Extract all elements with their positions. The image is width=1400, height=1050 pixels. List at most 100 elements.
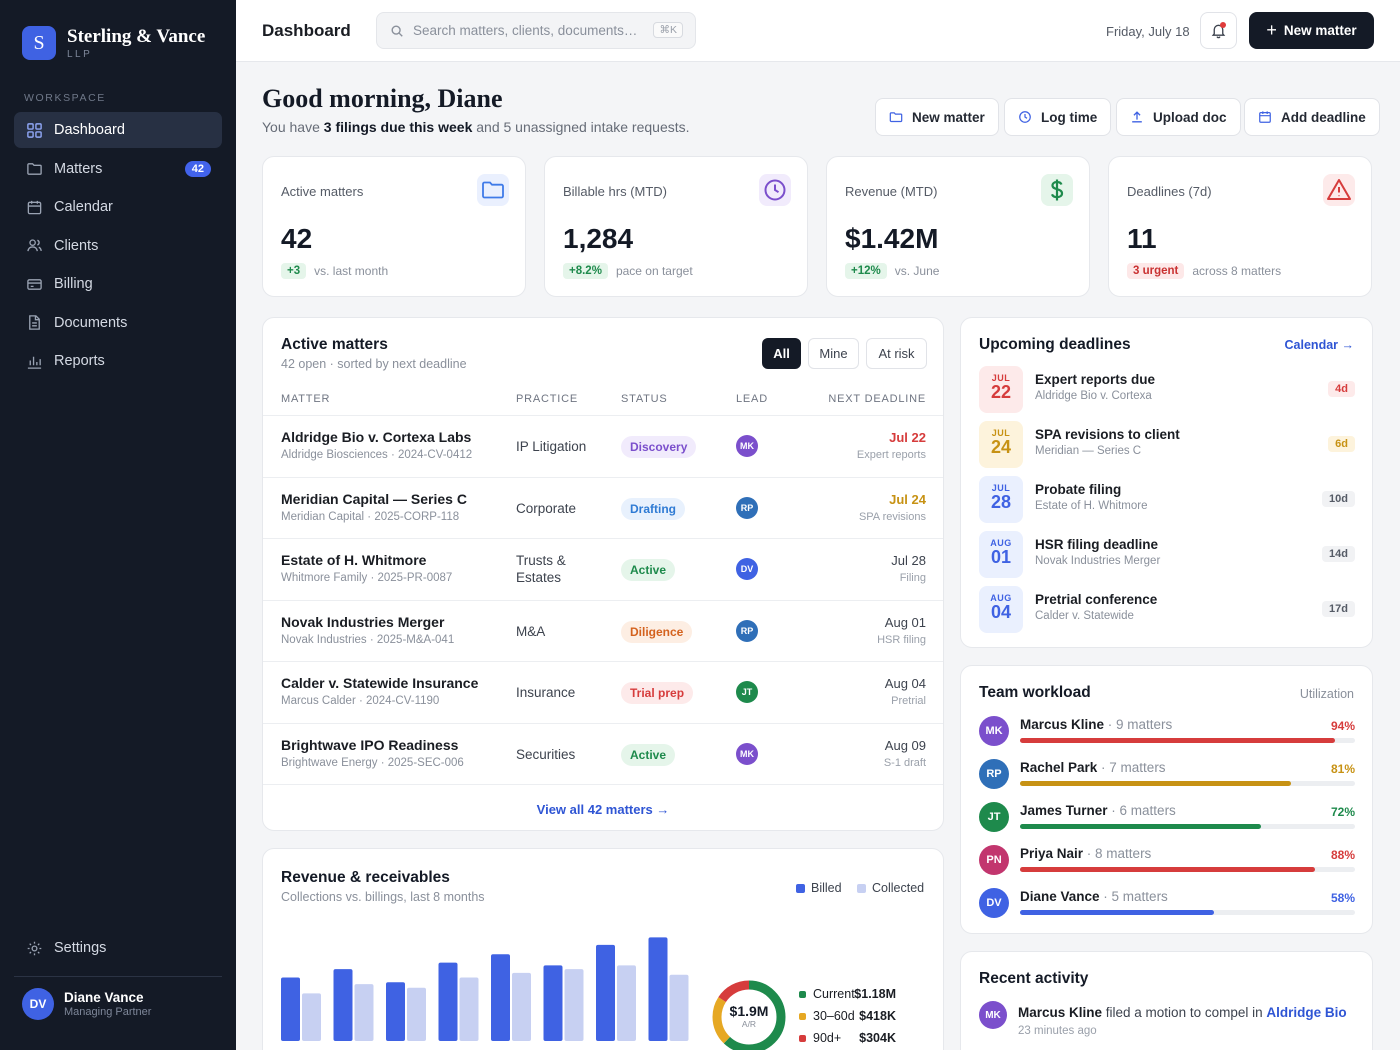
active-matters-card: Active matters 42 open · sorted by next … [262, 317, 944, 831]
kpi-value: 42 [281, 223, 313, 254]
quick-upload-doc-button[interactable]: Upload doc [1116, 98, 1241, 136]
kpi-card-deadlines[interactable]: Deadlines (7d) 11 3 urgent across 8 matte… [1108, 156, 1372, 297]
sidebar-item-matters[interactable]: Matters 42 [14, 151, 222, 187]
filter-at-risk[interactable]: At risk [866, 338, 927, 369]
workload-row[interactable]: RP Rachel Park · 7 matters 81% [979, 759, 1355, 791]
activity-target-link[interactable]: Aldridge Bio [1266, 1005, 1347, 1020]
folder-icon [477, 174, 509, 206]
matter-name[interactable]: Brightwave IPO Readiness [281, 736, 459, 753]
matter-name[interactable]: Novak Industries Merger [281, 613, 445, 630]
bar-billed[interactable] [491, 954, 510, 1041]
deadline-item[interactable]: AUG 04 Pretrial conference Calder v. Stat… [979, 586, 1355, 633]
workload-row[interactable]: JT James Turner · 6 matters 72% [979, 802, 1355, 834]
table-row[interactable]: Brightwave IPO Readiness Brightwave Ener… [263, 724, 943, 785]
deadline-month: AUG [990, 593, 1012, 603]
col-header-status[interactable]: STATUS [621, 393, 668, 405]
user-role: Managing Partner [64, 1006, 152, 1018]
filter-mine[interactable]: Mine [808, 338, 859, 369]
table-row[interactable]: Estate of H. Whitmore Whitmore Family · … [263, 539, 943, 601]
bar-collected[interactable] [407, 987, 426, 1041]
bar-billed[interactable] [386, 982, 405, 1041]
sidebar-item-calendar[interactable]: Calendar [14, 189, 222, 225]
table-row[interactable]: Calder v. Statewide Insurance Marcus Cal… [263, 662, 943, 724]
activity-time: 23 minutes ago [1018, 1025, 1097, 1037]
sidebar-item-dashboard[interactable]: Dashboard [14, 112, 222, 148]
new-matter-button[interactable]: + New matter [1249, 12, 1374, 49]
sidebar-item-billing[interactable]: Billing [14, 266, 222, 302]
donut-slice[interactable] [712, 980, 786, 1050]
warning-icon [1323, 174, 1355, 206]
deadline-month: JUL [991, 373, 1011, 383]
matter-name[interactable]: Aldridge Bio v. Cortexa Labs [281, 429, 472, 445]
bar-collected[interactable] [669, 974, 689, 1041]
col-header-next-deadline[interactable]: NEXT DEADLINE [828, 393, 926, 405]
filter-all[interactable]: All [762, 338, 801, 369]
user-profile[interactable]: DV Diane Vance Managing Partner [22, 988, 151, 1020]
search-input[interactable]: Search matters, clients, documents… ⌘K [376, 12, 696, 49]
sidebar-item-settings[interactable]: Settings [14, 930, 222, 966]
deadline-title: HSR filing deadline [1035, 537, 1159, 552]
notification-dot [1220, 22, 1226, 28]
table-row[interactable]: Meridian Capital — Series C Meridian Cap… [263, 478, 943, 539]
ar-legend-item: Current $1.18M [799, 987, 896, 1001]
deadline-matter: Novak Industries Merger [1035, 555, 1161, 567]
sidebar-nav: Dashboard Matters 42 Calendar Clients Bi… [14, 112, 222, 382]
bar-collected[interactable] [564, 969, 584, 1041]
sidebar-item-documents[interactable]: Documents [14, 305, 222, 341]
bar-collected[interactable] [354, 984, 374, 1041]
deadline-item[interactable]: JUL 22 Expert reports due Aldridge Bio v.… [979, 366, 1355, 413]
quick-log-time-button[interactable]: Log time [1004, 98, 1112, 136]
col-header-practice[interactable]: PRACTICE [516, 393, 579, 405]
bar-billed[interactable] [648, 937, 668, 1041]
sidebar-item-clients[interactable]: Clients [14, 228, 222, 264]
calendar-link[interactable]: Calendar → [1284, 338, 1354, 352]
kpi-card-revenue[interactable]: Revenue (MTD) $1.42M +12% vs. June [826, 156, 1090, 297]
legend-label: Billed [811, 881, 842, 895]
view-all-matters-link[interactable]: View all 42 matters → [536, 802, 670, 817]
bar-billed[interactable] [281, 977, 300, 1041]
workload-row[interactable]: PN Priya Nair · 8 matters 88% [979, 845, 1355, 877]
kpi-card-active-matters[interactable]: Active matters 42 +3 vs. last month [262, 156, 526, 297]
table-row[interactable]: Aldridge Bio v. Cortexa Labs Aldridge Bi… [263, 416, 943, 478]
matter-name[interactable]: Meridian Capital — Series C [281, 490, 467, 507]
matter-name[interactable]: Calder v. Statewide Insurance [281, 675, 479, 691]
donut-slice[interactable] [712, 980, 786, 1050]
bar-billed[interactable] [438, 962, 458, 1041]
bar-collected[interactable] [302, 993, 321, 1041]
status-badge: Diligence [621, 620, 693, 643]
bar-collected[interactable] [512, 972, 531, 1041]
deadline-item[interactable]: JUL 28 Probate filing Estate of H. Whitmo… [979, 476, 1355, 523]
deadline-item[interactable]: JUL 24 SPA revisions to client Meridian —… [979, 421, 1355, 468]
table-row[interactable]: Novak Industries Merger Novak Industries… [263, 601, 943, 662]
member-name: Rachel Park · 7 matters [1020, 760, 1166, 775]
member-count: · 6 matters [1107, 803, 1176, 818]
sidebar-item-reports[interactable]: Reports [14, 343, 222, 379]
brand[interactable]: S Sterling & Vance LLP [22, 26, 205, 60]
workload-row[interactable]: DV Diane Vance · 5 matters 58% [979, 888, 1355, 920]
bar-billed[interactable] [596, 944, 615, 1041]
deadline-title: Probate filing [1035, 482, 1122, 497]
col-header-lead[interactable]: LEAD [736, 393, 768, 405]
bar-billed[interactable] [543, 965, 563, 1041]
calendar-icon [1259, 111, 1271, 123]
deadline-day: 22 [990, 382, 1012, 402]
matter-meta: Marcus Calder · 2024-CV-1190 [281, 695, 440, 707]
bar-collected[interactable] [617, 965, 636, 1041]
card-subtitle: Utilization [1299, 687, 1354, 701]
page-title: Dashboard [262, 21, 351, 40]
quick-new-matter-button[interactable]: New matter [875, 98, 999, 136]
matter-name[interactable]: Estate of H. Whitmore [281, 552, 427, 568]
quick-add-deadline-button[interactable]: Add deadline [1244, 98, 1380, 136]
matter-practice: Corporate [516, 500, 577, 516]
col-header-matter[interactable]: MATTER [281, 393, 331, 405]
legend-collected: Collected [857, 881, 924, 895]
utilization-fill [1020, 867, 1315, 872]
kpi-card-billable-hours[interactable]: Billable hrs (MTD) 1,284 +8.2% pace on ta… [544, 156, 808, 297]
notifications-button[interactable] [1200, 12, 1237, 49]
bar-billed[interactable] [333, 969, 353, 1041]
revenue-card: Revenue & receivables Collections vs. bi… [262, 848, 944, 1050]
ar-bucket-label: 90d+ [813, 1031, 842, 1045]
bar-collected[interactable] [459, 977, 479, 1041]
workload-row[interactable]: MK Marcus Kline · 9 matters 94% [979, 716, 1355, 748]
deadline-item[interactable]: AUG 01 HSR filing deadline Novak Industri… [979, 531, 1355, 578]
